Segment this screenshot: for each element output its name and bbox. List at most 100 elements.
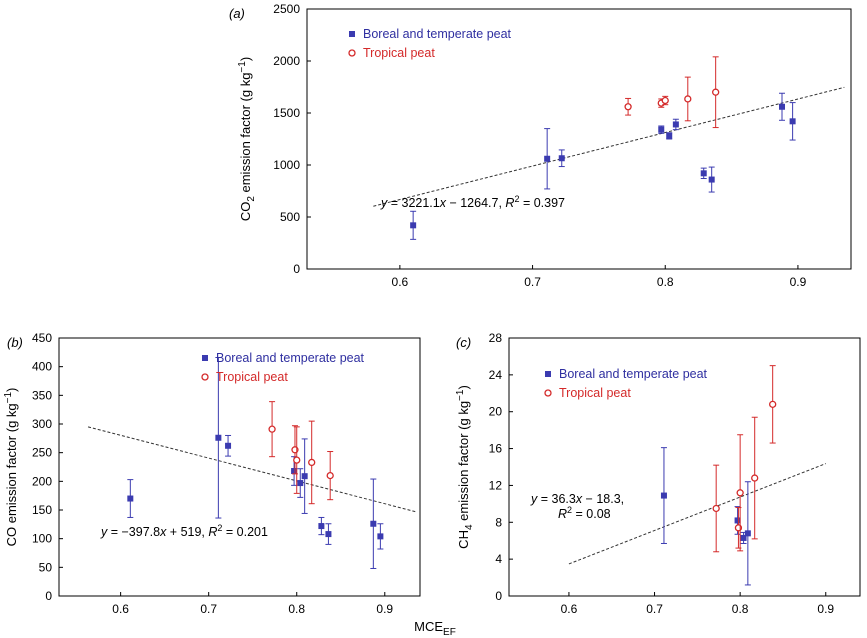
- y-axis-label: CO emission factor (g kg−1): [3, 388, 19, 547]
- x-tick-label: 0.8: [288, 602, 305, 616]
- y-axis-label-part: emission factor (g kg: [456, 401, 471, 525]
- panel-label: (a): [229, 6, 245, 21]
- data-point-square: [291, 468, 298, 475]
- x-tick-label: 0.8: [732, 602, 749, 616]
- regression-equation: y = −397.8x + 519, R2 = 0.201: [100, 523, 268, 539]
- x-tick-label: 0.6: [112, 602, 129, 616]
- eq-superscript: 2: [567, 505, 572, 515]
- y-tick-label: 12: [489, 478, 503, 492]
- data-point-square: [297, 480, 304, 487]
- series-tropical: [268, 401, 334, 505]
- y-axis-label-part: CO: [238, 202, 253, 222]
- y-tick-label: 50: [39, 560, 53, 574]
- y-axis-label-subscript: 4: [464, 524, 475, 530]
- x-tick-label: 0.9: [376, 602, 393, 616]
- series-boreal-temperate: [660, 447, 751, 586]
- y-tick-label: 20: [489, 405, 503, 419]
- y-axis-label-part: CO emission factor (g kg: [4, 403, 19, 546]
- y-tick-label: 350: [32, 388, 52, 402]
- x-tick-label: 0.7: [646, 602, 663, 616]
- y-tick-label: 0: [45, 589, 52, 603]
- x-tick-label: 0.8: [657, 275, 674, 289]
- legend-label-boreal: Boreal and temperate peat: [216, 351, 365, 365]
- y-tick-label: 1500: [273, 106, 300, 120]
- data-point-circle: [308, 458, 316, 467]
- data-point-circle: [712, 88, 720, 96]
- y-tick-label: 100: [32, 532, 52, 546]
- data-point-circle: [293, 456, 301, 464]
- y-axis-label: CO2 emission factor (g kg−1): [237, 57, 257, 221]
- regression-equation: y = 36.3x − 18.3,: [530, 492, 624, 506]
- x-tick-label: 0.9: [817, 602, 834, 616]
- plot-frame: [306, 8, 852, 270]
- eq-part: y: [530, 492, 538, 506]
- data-point-circle: [661, 96, 669, 105]
- x-tick-label: 0.7: [200, 602, 217, 616]
- legend-marker-square: [545, 371, 551, 377]
- eq-part: R: [505, 196, 514, 210]
- legend-label-boreal: Boreal and temperate peat: [559, 367, 708, 381]
- eq-part: x: [439, 196, 447, 210]
- y-axis-label-superscript: −1: [455, 389, 466, 401]
- eq-part: − 18.3,: [582, 492, 624, 506]
- regression-equation: y = 3221.1x − 1264.7, R2 = 0.397: [380, 194, 565, 210]
- series-tropical: [624, 56, 720, 129]
- y-tick-label: 24: [489, 368, 503, 382]
- eq-part: x: [575, 492, 583, 506]
- data-point-square: [127, 495, 134, 502]
- data-point-square: [700, 170, 707, 177]
- trend-line: [373, 86, 845, 207]
- legend-marker-circle: [201, 373, 209, 381]
- y-tick-label: 450: [32, 331, 52, 345]
- data-point-square: [708, 176, 715, 183]
- legend-marker-square: [349, 31, 355, 37]
- legend-marker-circle: [348, 49, 356, 57]
- data-point-square: [666, 132, 673, 139]
- legend: Boreal and temperate peat Tropical peat: [201, 351, 365, 384]
- y-axis-label-superscript: −1: [3, 392, 14, 404]
- data-point-square: [410, 222, 417, 229]
- y-tick-label: 16: [489, 442, 503, 456]
- y-tick-label: 500: [280, 210, 300, 224]
- eq-part: x: [159, 525, 167, 539]
- y-tick-label: 400: [32, 360, 52, 374]
- eq-part: = 0.08: [572, 507, 611, 521]
- y-axis-label-superscript: −1: [237, 61, 248, 73]
- plot-frame: [58, 337, 421, 597]
- eq-part: = 36.3: [537, 492, 576, 506]
- legend-label-boreal: Boreal and temperate peat: [363, 27, 512, 41]
- x-tick-label: 0.6: [392, 275, 409, 289]
- data-point-circle: [751, 474, 759, 482]
- data-point-square: [744, 530, 751, 537]
- data-point-square: [377, 533, 384, 540]
- y-tick-label: 150: [32, 503, 52, 517]
- panel-label: (c): [456, 335, 471, 350]
- data-point-square: [318, 523, 325, 530]
- y-axis-label-part: CH: [456, 530, 471, 549]
- regression-r2: R2 = 0.08: [558, 505, 611, 521]
- data-point-square: [558, 155, 565, 162]
- legend-label-tropical: Tropical peat: [216, 370, 288, 384]
- y-tick-label: 4: [495, 552, 502, 566]
- y-tick-label: 200: [32, 474, 52, 488]
- x-tick-label: 0.6: [561, 602, 578, 616]
- eq-part: = 0.397: [519, 196, 565, 210]
- series-boreal-temperate: [410, 92, 796, 240]
- eq-part: R: [208, 525, 217, 539]
- eq-part: = 0.201: [222, 525, 268, 539]
- data-point-circle: [736, 489, 744, 497]
- data-point-square: [672, 121, 679, 128]
- y-tick-label: 1000: [273, 158, 300, 172]
- y-tick-label: 8: [495, 515, 502, 529]
- x-axis-label-main: MCE: [414, 619, 443, 634]
- x-axis-label-subscript: EF: [443, 627, 456, 638]
- data-point-circle: [624, 103, 632, 111]
- y-tick-label: 300: [32, 417, 52, 431]
- y-tick-label: 0: [293, 262, 300, 276]
- data-point-square: [789, 118, 796, 125]
- y-tick-label: 0: [495, 589, 502, 603]
- x-axis-label: MCEEF: [414, 619, 456, 638]
- y-axis-label-subscript: 2: [246, 196, 257, 202]
